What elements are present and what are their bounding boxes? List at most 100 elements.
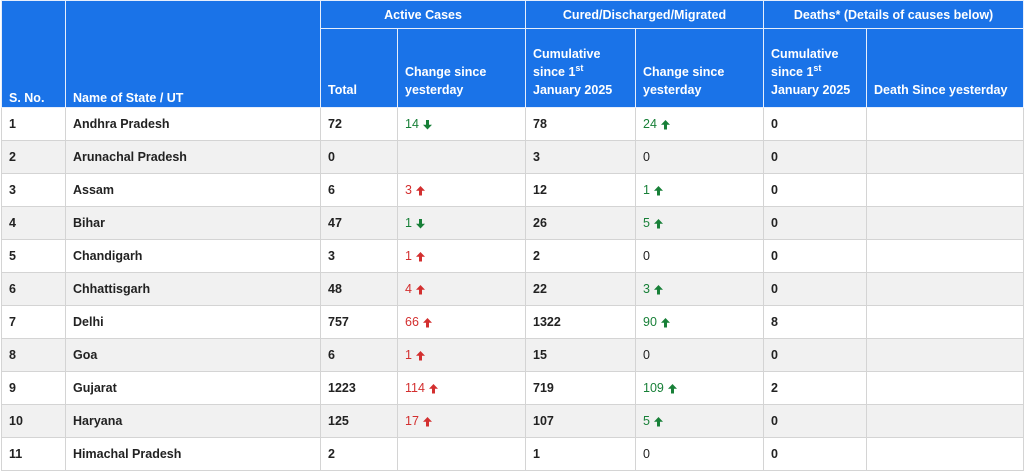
header-state: Name of State / UT [65, 0, 321, 108]
header-sno: S. No. [1, 0, 66, 108]
arrow-up-icon [415, 284, 425, 294]
cell-cured-change: 1 [635, 173, 765, 207]
change-number: 1 [405, 216, 412, 230]
cell-deaths-cumulative: 8 [763, 305, 868, 339]
header-deaths-cumulative: Cumulative since 1st January 2025 [763, 28, 868, 108]
header-group-cured: Cured/Discharged/Migrated [525, 0, 765, 29]
cell-active-change-value: 17 [405, 414, 433, 428]
change-number: 109 [643, 381, 664, 395]
cell-cured-cumulative: 15 [525, 338, 637, 372]
cell-cured-change-value: 0 [643, 150, 650, 164]
cell-cured-change-value: 5 [643, 216, 664, 230]
cell-cured-change: 24 [635, 107, 765, 141]
cell-cured-change: 0 [635, 140, 765, 174]
cell-active-change: 14 [396, 107, 527, 141]
cell-death-since [866, 107, 1024, 141]
cell-sno: 9 [1, 371, 66, 405]
cell-active-change-value: 1 [405, 348, 426, 362]
cell-death-since [866, 371, 1024, 405]
cell-active-total: 3 [320, 239, 398, 273]
cell-state-name: Haryana [65, 404, 321, 438]
cell-state-name: Arunachal Pradesh [65, 140, 321, 174]
cell-state-name: Assam [65, 173, 321, 207]
cell-cured-cumulative: 2 [525, 239, 637, 273]
cell-deaths-cumulative: 2 [763, 371, 868, 405]
header-cured-cum-sup: st [575, 62, 584, 73]
change-number: 17 [405, 414, 419, 428]
arrow-down-icon [422, 119, 432, 129]
cell-cured-change-value: 0 [643, 447, 650, 461]
cell-cured-cumulative: 3 [525, 140, 637, 174]
cell-active-change: 17 [396, 404, 527, 438]
change-number: 4 [405, 282, 412, 296]
change-number: 90 [643, 315, 657, 329]
arrow-up-icon [415, 350, 425, 360]
cell-cured-cumulative: 12 [525, 173, 637, 207]
cell-cured-cumulative: 78 [525, 107, 637, 141]
cell-sno: 10 [1, 404, 66, 438]
table-row: 10 Haryana 125 17 107 5 0 [1, 404, 1024, 438]
cell-cured-cumulative: 719 [525, 371, 637, 405]
cell-cured-change-value: 109 [643, 381, 678, 395]
change-number: 5 [643, 216, 650, 230]
change-number: 1 [405, 348, 412, 362]
cell-state-name: Andhra Pradesh [65, 107, 321, 141]
cell-death-since [866, 206, 1024, 240]
cell-active-total: 2 [320, 437, 398, 471]
cell-deaths-cumulative: 0 [763, 107, 868, 141]
header-group-active: Active Cases [319, 0, 527, 29]
header-deaths-cum-text: Cumulative since 1 [771, 47, 839, 79]
cell-active-change: 1 [396, 338, 527, 372]
arrow-up-icon [422, 317, 432, 327]
change-number: 24 [643, 117, 657, 131]
change-number: 3 [643, 282, 650, 296]
header-cured-cumulative: Cumulative since 1st January 2025 [525, 28, 637, 108]
header-death-since: Death Since yesterday [866, 28, 1024, 108]
cell-cured-change-value: 3 [643, 282, 664, 296]
table-row: 6 Chhattisgarh 48 4 22 3 0 [1, 272, 1024, 306]
cell-active-change [396, 140, 527, 174]
header-active-total: Total [320, 28, 398, 108]
cell-sno: 5 [1, 239, 66, 273]
cell-state-name: Himachal Pradesh [65, 437, 321, 471]
change-number: 0 [643, 447, 650, 461]
table-body: 1 Andhra Pradesh 72 14 78 24 0 2 Arunachal Prade… [1, 107, 1024, 471]
cell-death-since [866, 173, 1024, 207]
change-number: 66 [405, 315, 419, 329]
cell-deaths-cumulative: 0 [763, 239, 868, 273]
cell-cured-cumulative: 1322 [525, 305, 637, 339]
cell-cured-change-value: 1 [643, 183, 664, 197]
arrow-up-icon [660, 317, 670, 327]
cell-state-name: Gujarat [65, 371, 321, 405]
change-number: 0 [643, 150, 650, 164]
cell-death-since [866, 437, 1024, 471]
table-row: 1 Andhra Pradesh 72 14 78 24 0 [1, 107, 1024, 141]
cell-sno: 8 [1, 338, 66, 372]
header-group-deaths: Deaths* (Details of causes below) [763, 0, 1024, 29]
cell-active-total: 6 [320, 338, 398, 372]
arrow-up-icon [653, 284, 663, 294]
cell-death-since [866, 305, 1024, 339]
cell-cured-change-value: 90 [643, 315, 671, 329]
table-row: 4 Bihar 47 1 26 5 0 [1, 206, 1024, 240]
cell-cured-change-value: 24 [643, 117, 671, 131]
header-active-change: Change since yesterday [396, 28, 527, 108]
cell-active-change [396, 437, 527, 471]
cell-deaths-cumulative: 0 [763, 140, 868, 174]
cell-cured-change-value: 0 [643, 249, 650, 263]
cell-cured-change: 0 [635, 338, 765, 372]
change-number: 0 [643, 249, 650, 263]
cell-cured-cumulative: 107 [525, 404, 637, 438]
change-number: 14 [405, 117, 419, 131]
cell-active-total: 0 [320, 140, 398, 174]
cell-death-since [866, 140, 1024, 174]
cell-active-change: 4 [396, 272, 527, 306]
arrow-up-icon [415, 185, 425, 195]
arrow-up-icon [415, 251, 425, 261]
cell-active-change-value: 114 [405, 381, 439, 395]
arrow-up-icon [667, 383, 677, 393]
cell-cured-change: 0 [635, 437, 765, 471]
arrow-up-icon [428, 383, 438, 393]
cell-active-change: 1 [396, 239, 527, 273]
